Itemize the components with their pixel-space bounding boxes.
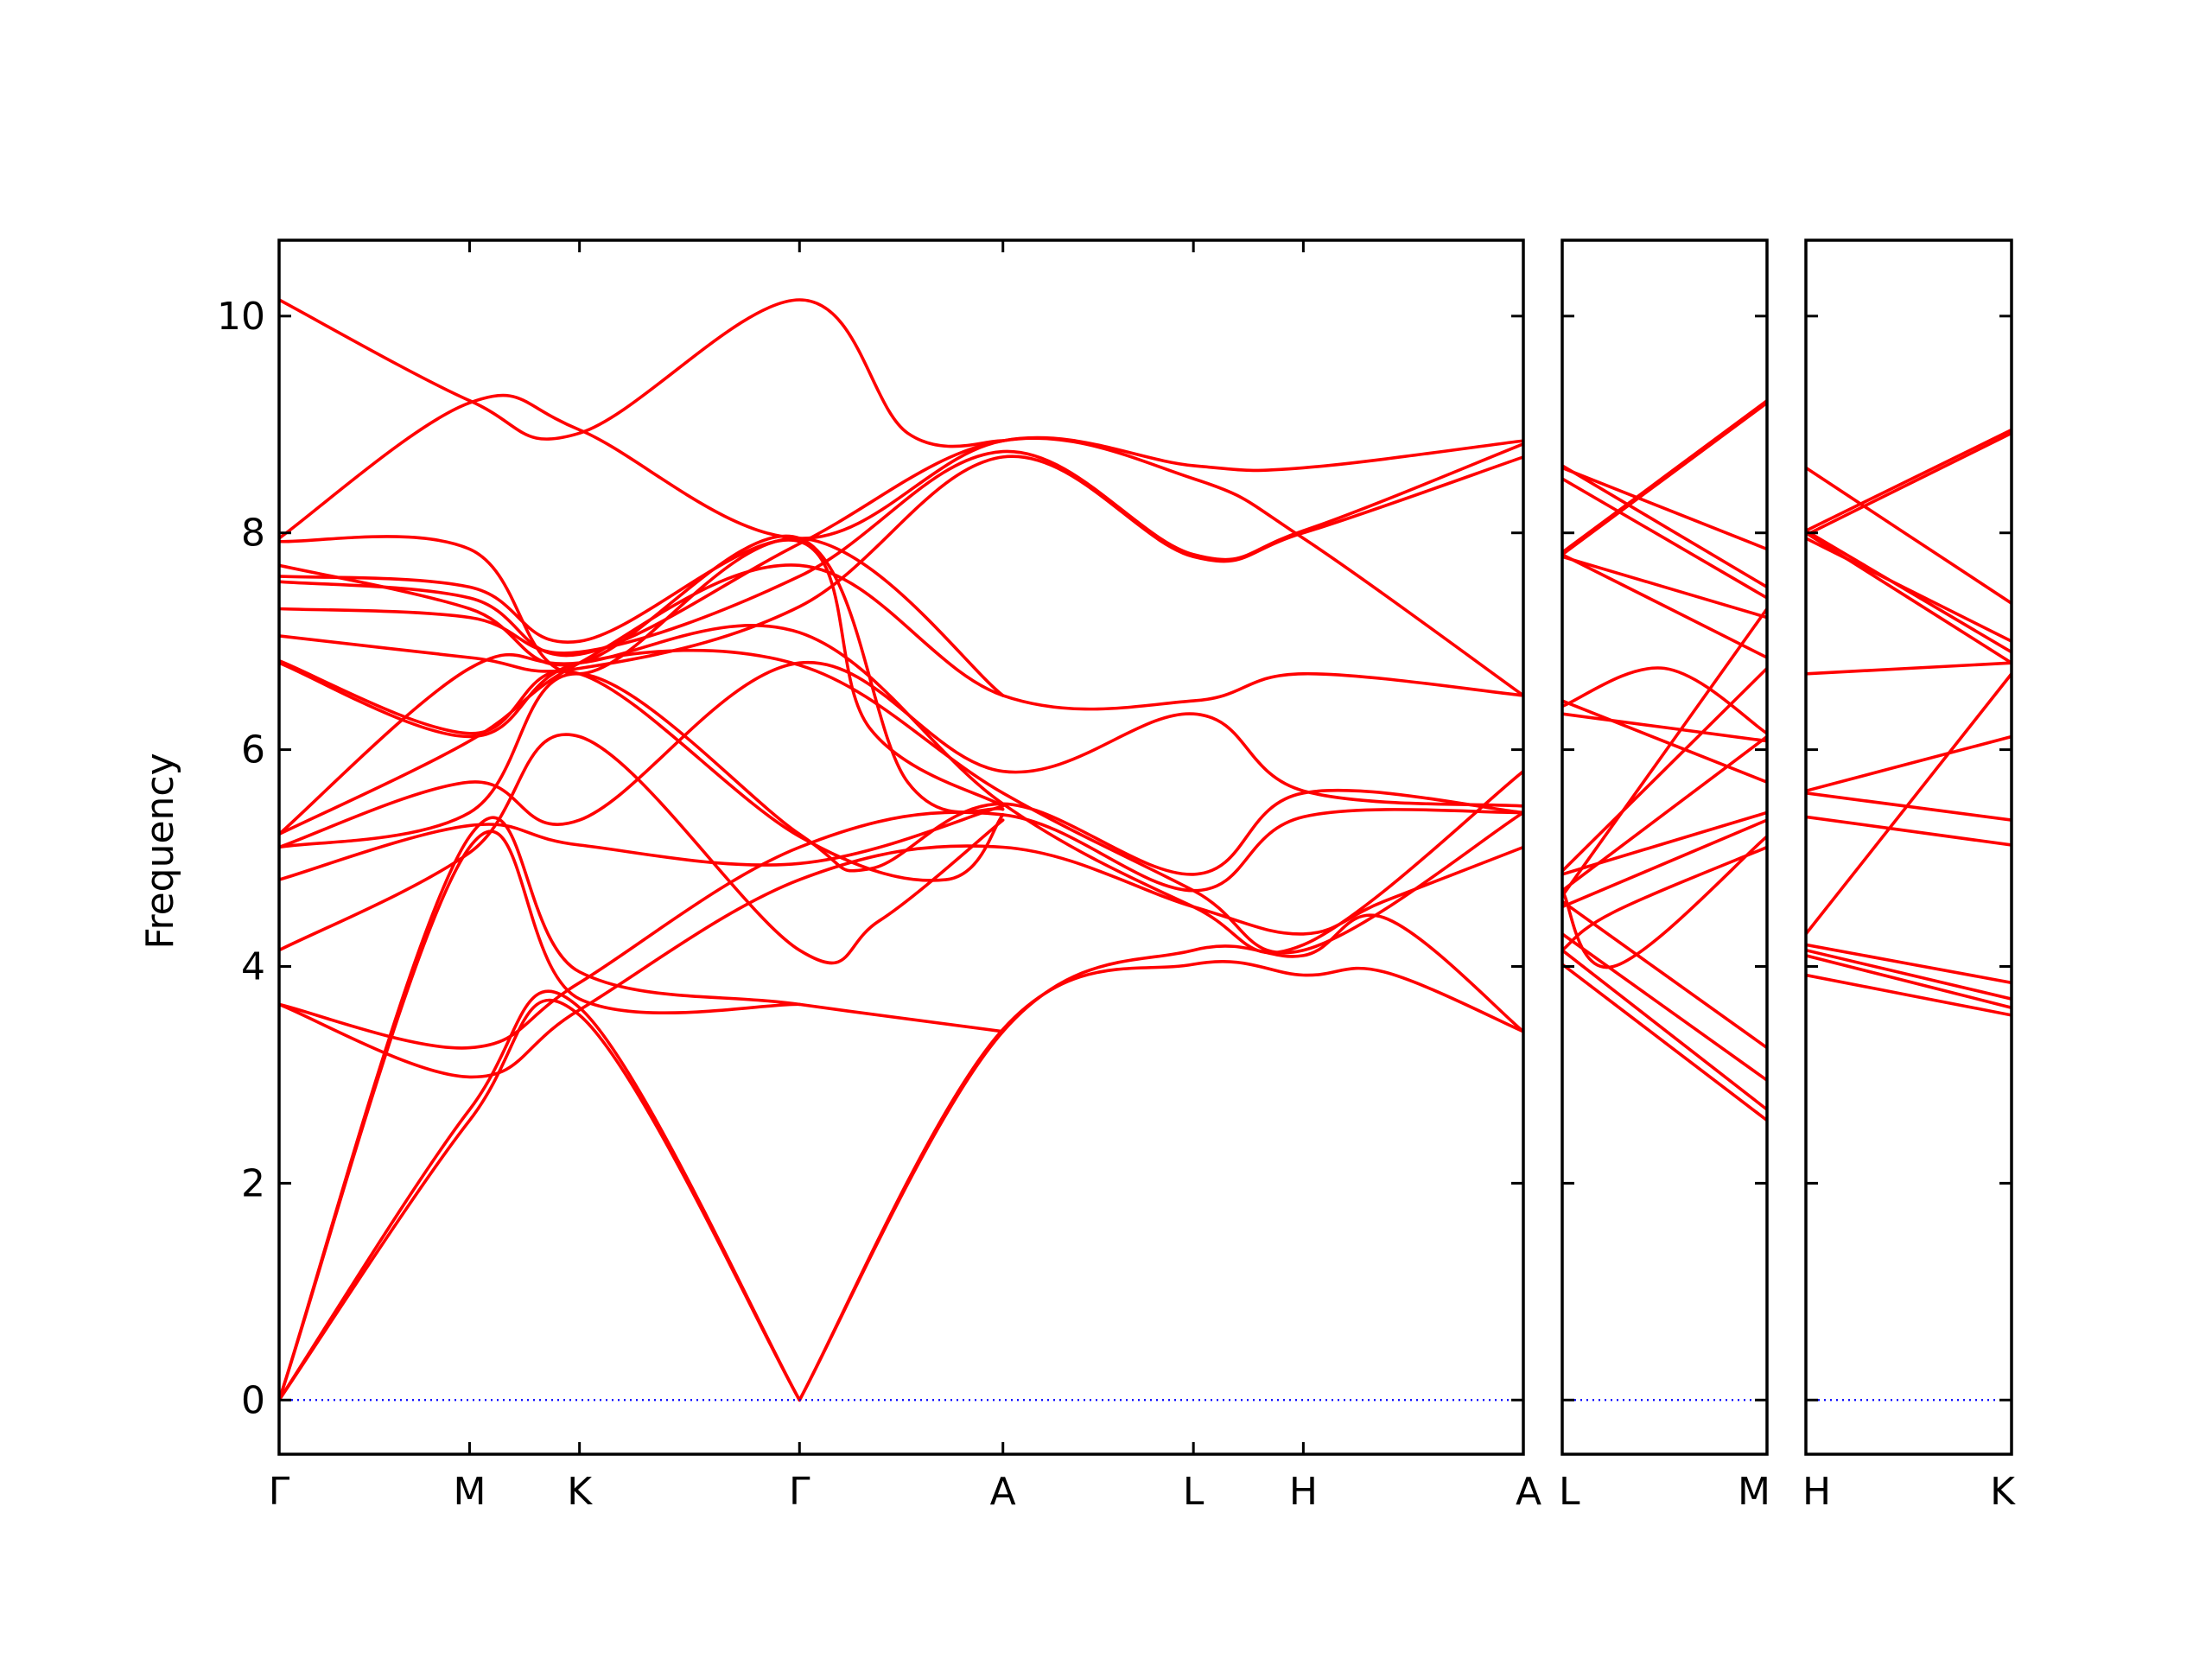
y-tick-label: 10 bbox=[217, 295, 265, 339]
band-line bbox=[279, 624, 1523, 955]
band-line bbox=[279, 808, 1523, 1050]
band-line bbox=[1562, 666, 1767, 873]
y-tick-label: 0 bbox=[241, 1378, 265, 1422]
band-line bbox=[1806, 661, 2012, 676]
band-line bbox=[798, 913, 1523, 1402]
axes-frame bbox=[1560, 238, 1769, 1456]
x-tick-label: L bbox=[1559, 1470, 1580, 1514]
band-line bbox=[1806, 672, 2012, 936]
x-tick-label: L bbox=[1183, 1470, 1205, 1514]
band-line bbox=[1562, 553, 1767, 659]
band-line bbox=[279, 454, 1523, 673]
band-line bbox=[1562, 401, 1767, 556]
bands bbox=[1806, 428, 2012, 1402]
band-line bbox=[1806, 954, 2012, 1009]
band-line bbox=[1806, 791, 2012, 822]
x-tick-label: H bbox=[1289, 1470, 1318, 1514]
x-tick-label: A bbox=[1516, 1470, 1541, 1514]
band-line bbox=[1562, 555, 1767, 620]
band-line bbox=[279, 393, 1523, 540]
bands bbox=[279, 298, 1523, 1402]
y-tick-label: 8 bbox=[241, 512, 265, 556]
x-tick-label: H bbox=[1802, 1470, 1831, 1514]
y-tick-label: 2 bbox=[241, 1161, 265, 1205]
band-line bbox=[279, 538, 1005, 808]
band-line bbox=[279, 816, 1005, 1402]
band-line bbox=[279, 298, 1005, 448]
band-line bbox=[1562, 932, 1767, 1082]
band-line bbox=[1806, 466, 2012, 605]
band-line bbox=[279, 804, 1005, 881]
panel-main: 0 2 4 6 8 10 Γ M K Γ A L H A bbox=[217, 238, 1541, 1514]
band-line bbox=[279, 998, 802, 1402]
band-line bbox=[798, 960, 1523, 1402]
band-line bbox=[1806, 428, 2012, 532]
band-line bbox=[1562, 712, 1767, 743]
band-line bbox=[1562, 398, 1767, 555]
band-line bbox=[279, 660, 1523, 849]
x-tick-label: Γ bbox=[789, 1470, 810, 1514]
band-line bbox=[1562, 835, 1767, 969]
band-line bbox=[279, 844, 1523, 1079]
band-line bbox=[279, 534, 1005, 814]
band-line bbox=[1562, 734, 1767, 893]
band-line bbox=[279, 442, 1523, 655]
band-line bbox=[279, 563, 1523, 836]
y-tick-label: 6 bbox=[241, 728, 265, 772]
band-line bbox=[1806, 734, 2012, 793]
band-line bbox=[1806, 537, 2012, 643]
band-line bbox=[1562, 477, 1767, 600]
y-axis-label: Frequency bbox=[138, 753, 182, 949]
band-line bbox=[1562, 963, 1767, 1122]
band-line bbox=[1806, 815, 2012, 847]
band-line bbox=[1562, 845, 1767, 952]
band-line bbox=[1562, 699, 1767, 784]
x-tick-label: A bbox=[990, 1470, 1016, 1514]
band-line bbox=[1806, 948, 2012, 1001]
band-line bbox=[1806, 531, 2012, 664]
band-line bbox=[1562, 666, 1767, 735]
band-line bbox=[1562, 899, 1767, 1050]
x-tick-label: M bbox=[453, 1470, 486, 1514]
band-line bbox=[1562, 948, 1767, 1111]
x-tick-label: K bbox=[1990, 1470, 2016, 1514]
x-tick-label: K bbox=[567, 1470, 593, 1514]
band-line bbox=[279, 648, 1523, 955]
y-tick-label: 4 bbox=[241, 944, 265, 988]
axes-frame bbox=[1804, 238, 2013, 1456]
band-line bbox=[279, 658, 1005, 882]
band-line bbox=[1806, 943, 2012, 985]
x-tick-label: Γ bbox=[269, 1470, 290, 1514]
bands bbox=[1562, 398, 1767, 1402]
band-line bbox=[279, 733, 1005, 965]
band-line bbox=[1806, 431, 2012, 537]
band-line bbox=[1562, 818, 1767, 909]
x-tick-label: M bbox=[1738, 1470, 1770, 1514]
band-line bbox=[1562, 466, 1767, 551]
band-line bbox=[279, 436, 1523, 697]
band-line bbox=[1806, 973, 2012, 1017]
band-line bbox=[279, 989, 802, 1402]
band-line bbox=[279, 535, 1005, 697]
band-line bbox=[1562, 607, 1767, 898]
axes-frame bbox=[277, 238, 1525, 1456]
